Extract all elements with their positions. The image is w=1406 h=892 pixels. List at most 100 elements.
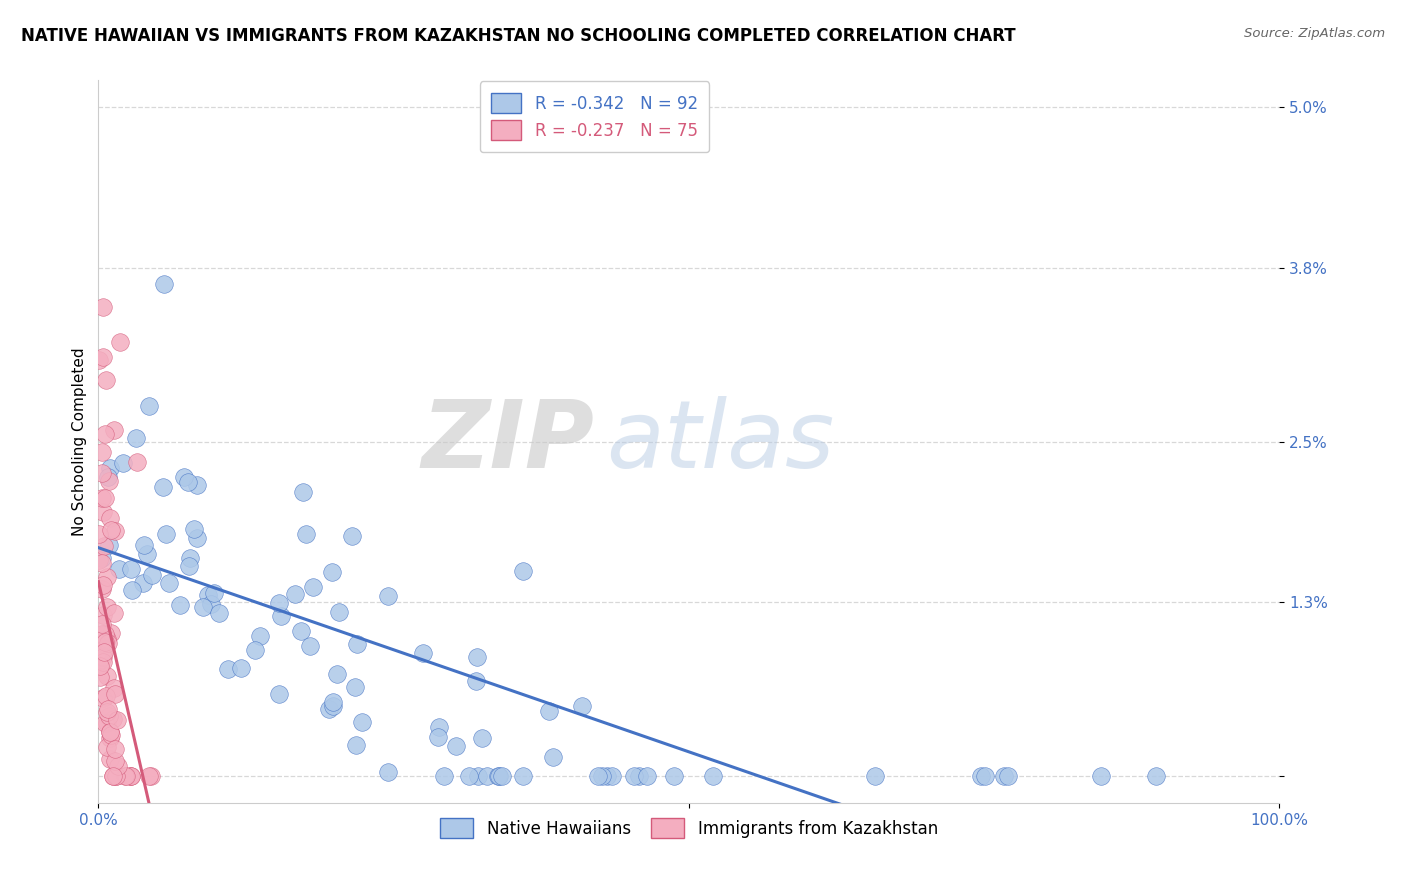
Point	[153, 277, 176, 291]
Point	[94, 491, 117, 505]
Point	[97, 470, 120, 484]
Point	[486, 769, 509, 783]
Point	[97, 475, 120, 489]
Point	[127, 455, 149, 469]
Point	[103, 606, 125, 620]
Point	[134, 538, 156, 552]
Point	[588, 769, 610, 783]
Point	[377, 590, 399, 604]
Point	[91, 557, 114, 571]
Point	[299, 640, 322, 654]
Point	[104, 524, 127, 539]
Point	[104, 741, 127, 756]
Point	[412, 646, 434, 660]
Point	[138, 769, 160, 783]
Legend: Native Hawaiians, Immigrants from Kazakhstan: Native Hawaiians, Immigrants from Kazakh…	[433, 812, 945, 845]
Text: NATIVE HAWAIIAN VS IMMIGRANTS FROM KAZAKHSTAN NO SCHOOLING COMPLETED CORRELATION: NATIVE HAWAIIAN VS IMMIGRANTS FROM KAZAK…	[21, 27, 1015, 45]
Point	[177, 475, 200, 490]
Point	[98, 538, 121, 552]
Point	[970, 769, 993, 783]
Point	[427, 720, 450, 734]
Point	[177, 558, 200, 573]
Point	[600, 769, 623, 783]
Point	[444, 739, 467, 754]
Point	[103, 769, 125, 783]
Point	[91, 616, 114, 631]
Point	[120, 769, 142, 783]
Point	[141, 769, 163, 783]
Point	[662, 769, 685, 783]
Point	[96, 569, 118, 583]
Point	[103, 424, 125, 438]
Point	[104, 754, 127, 768]
Point	[464, 673, 486, 688]
Point	[249, 629, 271, 643]
Point	[98, 724, 121, 739]
Point	[111, 457, 134, 471]
Point	[89, 670, 111, 684]
Point	[91, 350, 114, 364]
Point	[100, 724, 122, 739]
Point	[96, 716, 118, 731]
Point	[186, 531, 208, 545]
Point	[208, 607, 231, 621]
Point	[104, 769, 127, 783]
Point	[433, 769, 456, 783]
Point	[103, 712, 125, 726]
Point	[104, 769, 127, 783]
Point	[427, 730, 450, 744]
Point	[100, 728, 122, 742]
Point	[120, 562, 142, 576]
Point	[997, 769, 1019, 783]
Point	[291, 484, 314, 499]
Point	[173, 470, 195, 484]
Point	[114, 769, 136, 783]
Point	[108, 335, 131, 350]
Point	[591, 769, 613, 783]
Point	[344, 680, 367, 694]
Point	[120, 769, 142, 783]
Point	[104, 687, 127, 701]
Point	[120, 769, 142, 783]
Text: ZIP: ZIP	[422, 395, 595, 488]
Point	[512, 769, 534, 783]
Point	[179, 551, 201, 566]
Point	[350, 714, 373, 729]
Point	[91, 505, 114, 519]
Point	[94, 373, 117, 387]
Point	[596, 769, 619, 783]
Point	[91, 577, 114, 591]
Point	[100, 523, 122, 537]
Point	[302, 581, 325, 595]
Point	[89, 527, 111, 541]
Point	[138, 399, 160, 413]
Point	[103, 769, 125, 783]
Point	[91, 691, 114, 706]
Point	[863, 769, 886, 783]
Point	[91, 627, 114, 641]
Point	[155, 527, 177, 541]
Point	[183, 522, 205, 536]
Point	[96, 740, 118, 755]
Point	[91, 300, 114, 314]
Point	[346, 637, 368, 651]
Point	[91, 582, 114, 596]
Point	[571, 698, 593, 713]
Point	[105, 713, 128, 727]
Point	[193, 599, 215, 614]
Point	[103, 681, 125, 695]
Y-axis label: No Schooling Completed: No Schooling Completed	[72, 347, 87, 536]
Point	[93, 641, 115, 656]
Point	[157, 576, 180, 591]
Point	[295, 527, 318, 541]
Point	[197, 588, 219, 602]
Point	[98, 752, 121, 766]
Point	[290, 624, 312, 638]
Point	[90, 445, 112, 459]
Point	[465, 650, 488, 665]
Point	[94, 689, 117, 703]
Point	[488, 769, 510, 783]
Point	[107, 562, 129, 576]
Point	[97, 635, 120, 649]
Point	[115, 769, 138, 783]
